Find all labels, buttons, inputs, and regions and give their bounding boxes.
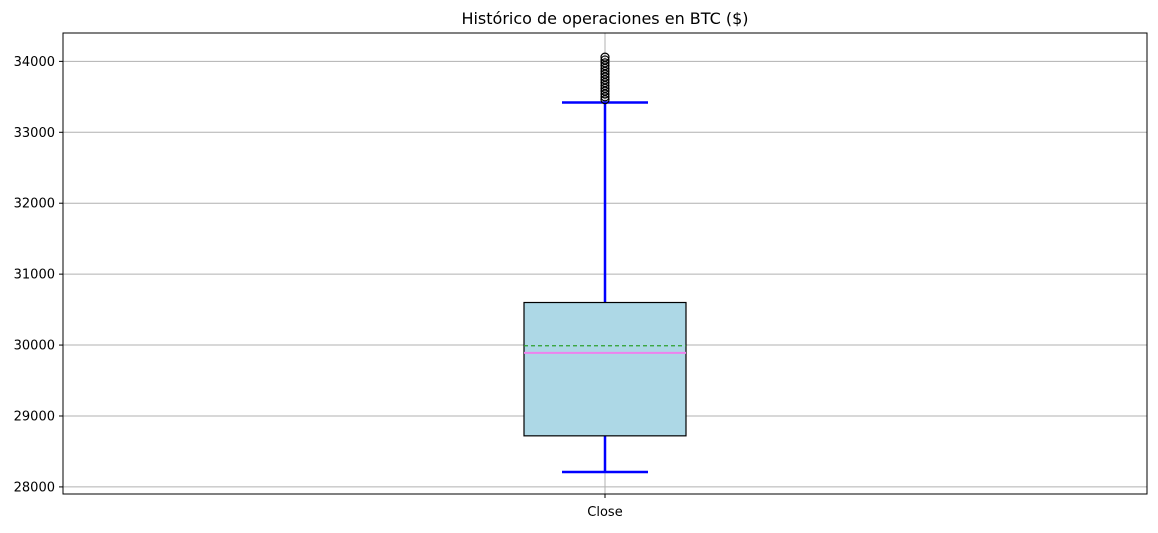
y-tick-label: 33000 [14,126,55,141]
y-tick-label: 31000 [14,268,55,283]
y-tick-label: 34000 [14,55,55,70]
y-tick-label: 29000 [14,409,55,424]
x-tick-label: Close [587,505,622,520]
y-tick-label: 28000 [14,480,55,495]
y-tick-label: 30000 [14,339,55,354]
outlier-point [600,58,610,68]
box-iqr [523,301,687,437]
chart-title: Histórico de operaciones en BTC ($) [461,9,748,28]
plot-area [523,52,687,474]
outlier-point [600,52,610,62]
y-tick-label: 32000 [14,197,55,212]
axes: 28000 29000 30000 31000 32000 33000 34000 Close [14,55,623,520]
box-series [523,52,687,474]
outlier-point [600,55,610,65]
